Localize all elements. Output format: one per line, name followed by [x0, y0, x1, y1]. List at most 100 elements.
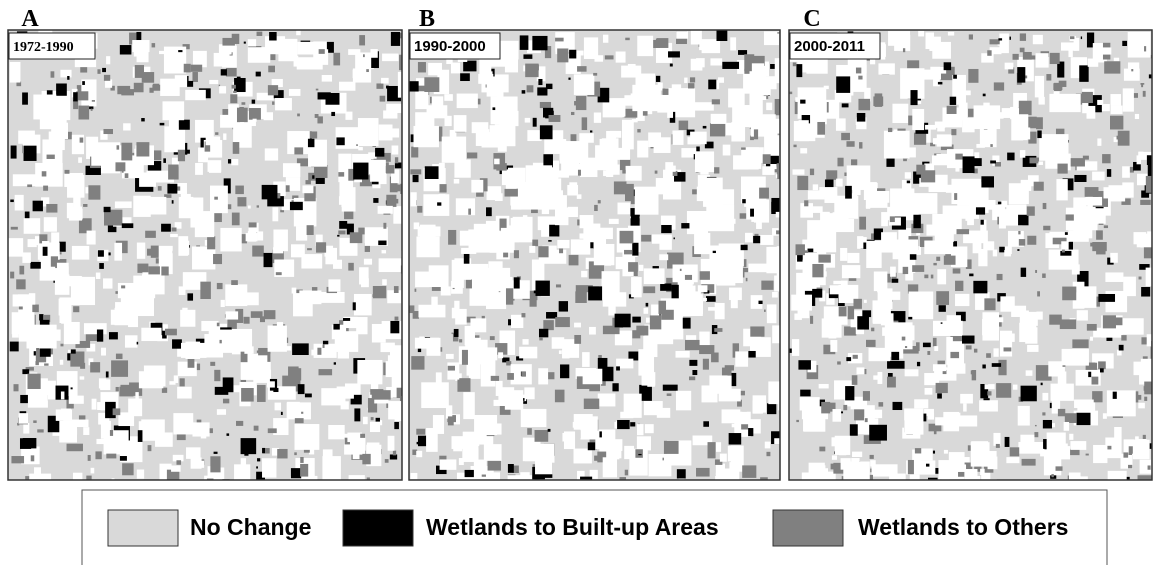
map-patch — [953, 413, 960, 417]
map-patch — [51, 71, 55, 77]
map-patch — [641, 235, 651, 242]
map-patch — [491, 293, 504, 307]
map-patch — [293, 293, 313, 316]
map-patch — [382, 250, 387, 253]
map-patch — [153, 84, 159, 91]
map-patch — [856, 68, 861, 74]
map-patch — [148, 266, 160, 274]
map-patch — [192, 72, 198, 82]
map-patch — [81, 289, 88, 299]
map-patch — [123, 444, 130, 452]
map-patch — [233, 142, 240, 154]
map-patch — [686, 102, 690, 109]
map-patch — [454, 301, 459, 312]
map-patch — [538, 79, 542, 85]
map-patch — [1138, 439, 1146, 451]
map-patch — [877, 372, 882, 384]
map-patch — [339, 221, 347, 229]
map-patch — [851, 159, 857, 165]
map-patch — [527, 85, 534, 92]
map-patch — [386, 361, 404, 377]
map-patch — [764, 31, 779, 45]
map-patch — [676, 31, 688, 38]
map-patch — [1148, 465, 1151, 469]
map-patch — [43, 247, 48, 256]
map-patch — [766, 452, 770, 456]
map-patch — [792, 339, 799, 356]
map-patch — [307, 225, 314, 235]
map-patch — [699, 345, 714, 354]
map-patch — [1020, 150, 1025, 158]
map-patch — [241, 388, 254, 402]
map-patch — [103, 278, 112, 288]
map-patch — [244, 317, 250, 324]
map-patch — [974, 349, 977, 353]
map-patch — [136, 142, 149, 156]
map-patch — [1123, 318, 1144, 334]
map-patch — [571, 112, 574, 115]
map-patch — [924, 275, 928, 279]
map-patch — [96, 273, 101, 279]
map-patch — [1135, 44, 1144, 55]
map-patch — [1140, 200, 1151, 205]
map-patch — [824, 191, 835, 203]
map-patch — [555, 208, 568, 226]
map-patch — [535, 281, 549, 296]
map-patch — [836, 76, 850, 92]
map-patch — [1018, 215, 1028, 226]
map-patch — [538, 368, 548, 384]
map-patch — [622, 170, 625, 174]
map-patch — [386, 86, 389, 89]
map-patch — [632, 119, 638, 122]
map-patch — [287, 402, 300, 417]
map-patch — [532, 240, 538, 247]
map-patch — [1027, 236, 1036, 245]
map-patch — [294, 424, 319, 450]
map-patch — [933, 338, 937, 347]
map-patch — [24, 146, 37, 161]
map-patch — [268, 326, 287, 352]
map-patch — [141, 419, 165, 440]
map-patch — [642, 372, 656, 385]
map-patch — [338, 172, 344, 176]
map-patch — [508, 168, 525, 183]
map-patch — [763, 154, 771, 164]
map-patch — [125, 335, 137, 347]
map-patch — [56, 83, 67, 95]
map-patch — [1072, 264, 1080, 274]
map-patch — [615, 314, 631, 328]
map-patch — [252, 246, 264, 257]
map-patch — [101, 348, 106, 356]
map-patch — [549, 115, 561, 122]
map-patch — [1107, 390, 1136, 416]
map-patch — [606, 131, 616, 142]
map-patch — [215, 387, 229, 395]
map-patch — [567, 43, 573, 49]
map-patch — [924, 240, 953, 254]
map-patch — [373, 286, 386, 298]
map-patch — [214, 53, 228, 67]
map-patch — [1043, 420, 1052, 428]
map-patch — [236, 421, 243, 426]
map-patch — [774, 276, 783, 292]
map-patch — [1075, 206, 1090, 220]
map-patch — [905, 346, 907, 348]
map-patch — [317, 348, 321, 355]
map-patch — [268, 66, 275, 73]
map-patch — [521, 313, 525, 317]
map-patch — [955, 281, 963, 291]
map-patch — [511, 315, 523, 328]
map-patch — [486, 207, 492, 216]
map-patch — [478, 74, 493, 84]
map-patch — [92, 399, 97, 410]
map-patch — [527, 428, 532, 435]
map-patch — [626, 67, 641, 75]
map-patch — [637, 424, 644, 435]
period-label: 1972-1990 — [13, 40, 74, 55]
map-patch — [251, 311, 263, 318]
map-patch — [497, 92, 504, 102]
map-patch — [1049, 94, 1080, 112]
map-patch — [857, 367, 865, 374]
map-patch — [1027, 206, 1035, 215]
map-patch — [1098, 294, 1115, 302]
